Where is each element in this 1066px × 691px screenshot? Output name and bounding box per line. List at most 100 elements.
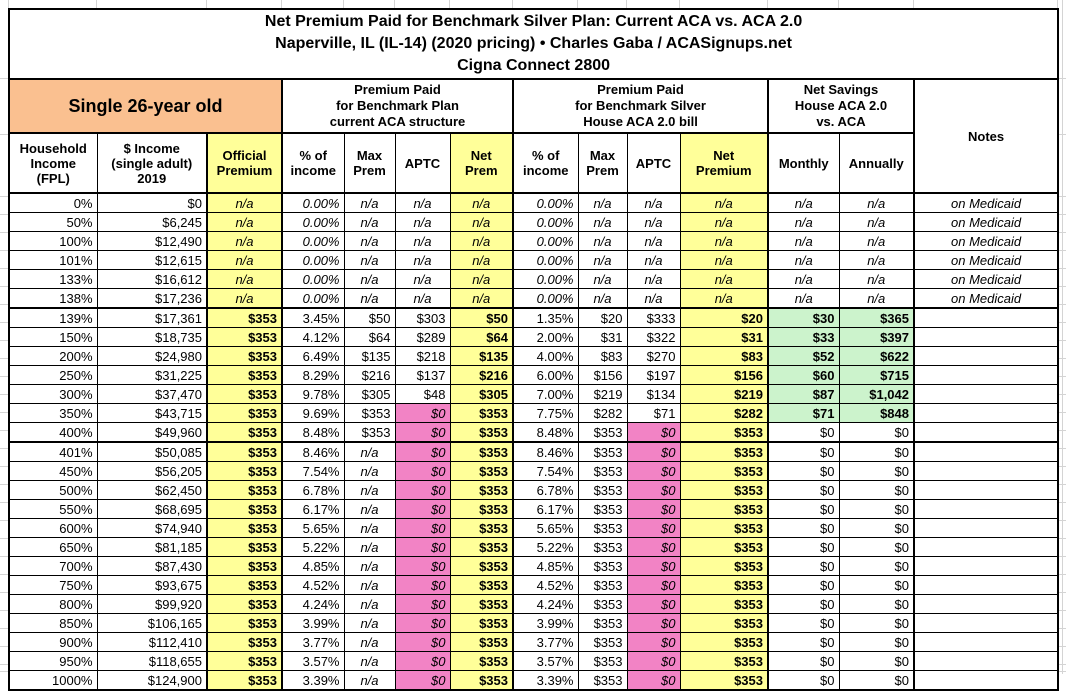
cell-max-prem-aca20[interactable]: n/a	[577, 231, 628, 251]
cell-aptc-aca[interactable]: $0	[394, 594, 451, 614]
cell-savings-monthly[interactable]: $0	[767, 461, 840, 481]
cell-income[interactable]: $12,615	[96, 250, 208, 270]
column-header-income[interactable]: $ Income (single adult) 2019	[96, 132, 208, 194]
cell-savings-monthly[interactable]: $0	[767, 651, 840, 671]
cell-official-premium[interactable]: $353	[206, 499, 283, 519]
cell-pct-income-aca[interactable]: 0.00%	[281, 212, 345, 232]
cell-savings-annually[interactable]: n/a	[838, 269, 915, 289]
cell-aptc-aca20[interactable]: $0	[626, 613, 681, 633]
cell-savings-monthly[interactable]: $0	[767, 575, 840, 595]
cell-savings-annually[interactable]: $0	[838, 632, 915, 652]
cell-fpl[interactable]: 900%	[8, 632, 98, 652]
cell-max-prem-aca20[interactable]: n/a	[577, 250, 628, 270]
cell-savings-monthly[interactable]: $52	[767, 346, 840, 366]
cell-aptc-aca[interactable]: $0	[394, 480, 451, 500]
cell-aptc-aca[interactable]: $0	[394, 575, 451, 595]
cell-income[interactable]: $50,085	[96, 441, 208, 462]
cell-net-prem-aca[interactable]: n/a	[449, 269, 514, 289]
cell-net-premium-aca20[interactable]: $353	[679, 556, 769, 576]
cell-pct-income-aca20[interactable]: 8.48%	[512, 422, 579, 443]
cell-max-prem-aca20[interactable]: $20	[577, 307, 628, 328]
cell-fpl[interactable]: 133%	[8, 269, 98, 289]
cell-savings-annually[interactable]: n/a	[838, 288, 915, 309]
cell-aptc-aca20[interactable]: $0	[626, 518, 681, 538]
cell-notes[interactable]	[912, 441, 1059, 462]
cell-savings-monthly[interactable]: n/a	[767, 269, 840, 289]
column-header-max-prem-aca20[interactable]: Max Prem	[577, 132, 628, 194]
cell-savings-annually[interactable]: $1,042	[838, 384, 915, 404]
cell-official-premium[interactable]: $353	[206, 422, 283, 443]
cell-max-prem-aca20[interactable]: $353	[577, 537, 628, 557]
cell-savings-monthly[interactable]: $87	[767, 384, 840, 404]
cell-aptc-aca20[interactable]: $197	[626, 365, 681, 385]
cell-fpl[interactable]: 700%	[8, 556, 98, 576]
cell-aptc-aca[interactable]: $0	[394, 518, 451, 538]
cell-max-prem-aca20[interactable]: $353	[577, 651, 628, 671]
cell-savings-annually[interactable]: $0	[838, 670, 915, 691]
cell-savings-annually[interactable]: $397	[838, 327, 915, 347]
cell-max-prem-aca20[interactable]: $219	[577, 384, 628, 404]
cell-savings-monthly[interactable]: n/a	[767, 192, 840, 213]
cell-net-prem-aca[interactable]: $353	[449, 480, 514, 500]
cell-max-prem-aca[interactable]: n/a	[343, 537, 396, 557]
cell-official-premium[interactable]: $353	[206, 651, 283, 671]
cell-notes[interactable]	[912, 307, 1059, 328]
cell-aptc-aca[interactable]: $0	[394, 670, 451, 691]
cell-max-prem-aca20[interactable]: $31	[577, 327, 628, 347]
cell-pct-income-aca20[interactable]: 7.54%	[512, 461, 579, 481]
cell-income[interactable]: $56,205	[96, 461, 208, 481]
cell-max-prem-aca[interactable]: n/a	[343, 518, 396, 538]
cell-net-prem-aca[interactable]: $353	[449, 670, 514, 691]
cell-net-premium-aca20[interactable]: $31	[679, 327, 769, 347]
cell-pct-income-aca[interactable]: 3.77%	[281, 632, 345, 652]
cell-pct-income-aca20[interactable]: 0.00%	[512, 231, 579, 251]
cell-pct-income-aca[interactable]: 6.49%	[281, 346, 345, 366]
cell-savings-annually[interactable]: $622	[838, 346, 915, 366]
cell-aptc-aca20[interactable]: $0	[626, 651, 681, 671]
cell-income[interactable]: $0	[96, 192, 208, 213]
cell-notes[interactable]	[912, 556, 1059, 576]
cell-savings-monthly[interactable]: $0	[767, 518, 840, 538]
cell-notes[interactable]: on Medicaid	[912, 288, 1059, 309]
cell-savings-monthly[interactable]: $0	[767, 632, 840, 652]
cell-official-premium[interactable]: $353	[206, 346, 283, 366]
cell-income[interactable]: $43,715	[96, 403, 208, 423]
cell-aptc-aca20[interactable]: $0	[626, 480, 681, 500]
cell-max-prem-aca[interactable]: n/a	[343, 231, 396, 251]
cell-income[interactable]: $74,940	[96, 518, 208, 538]
cell-max-prem-aca[interactable]: n/a	[343, 250, 396, 270]
subject-header-cell[interactable]: Single 26-year old	[8, 78, 283, 134]
cell-aptc-aca20[interactable]: $0	[626, 632, 681, 652]
cell-income[interactable]: $49,960	[96, 422, 208, 443]
cell-savings-annually[interactable]: $848	[838, 403, 915, 423]
cell-official-premium[interactable]: $353	[206, 307, 283, 328]
cell-net-premium-aca20[interactable]: $353	[679, 575, 769, 595]
cell-notes[interactable]	[912, 403, 1059, 423]
cell-pct-income-aca[interactable]: 9.78%	[281, 384, 345, 404]
cell-net-premium-aca20[interactable]: $353	[679, 422, 769, 443]
cell-income[interactable]: $17,361	[96, 307, 208, 328]
cell-pct-income-aca[interactable]: 3.39%	[281, 670, 345, 691]
cell-notes[interactable]: on Medicaid	[912, 212, 1059, 232]
cell-fpl[interactable]: 0%	[8, 192, 98, 213]
cell-max-prem-aca20[interactable]: $83	[577, 346, 628, 366]
cell-income[interactable]: $31,225	[96, 365, 208, 385]
cell-net-prem-aca[interactable]: n/a	[449, 288, 514, 309]
cell-aptc-aca[interactable]: n/a	[394, 231, 451, 251]
cell-net-prem-aca[interactable]: n/a	[449, 250, 514, 270]
cell-income[interactable]: $87,430	[96, 556, 208, 576]
cell-max-prem-aca20[interactable]: $353	[577, 575, 628, 595]
cell-fpl[interactable]: 150%	[8, 327, 98, 347]
cell-pct-income-aca20[interactable]: 7.00%	[512, 384, 579, 404]
cell-savings-monthly[interactable]: $0	[767, 499, 840, 519]
cell-official-premium[interactable]: $353	[206, 384, 283, 404]
cell-pct-income-aca20[interactable]: 3.77%	[512, 632, 579, 652]
cell-aptc-aca[interactable]: n/a	[394, 192, 451, 213]
column-header-aptc-aca[interactable]: APTC	[394, 132, 451, 194]
cell-max-prem-aca[interactable]: n/a	[343, 441, 396, 462]
cell-official-premium[interactable]: n/a	[206, 192, 283, 213]
cell-savings-monthly[interactable]: n/a	[767, 212, 840, 232]
cell-fpl[interactable]: 450%	[8, 461, 98, 481]
cell-savings-annually[interactable]: n/a	[838, 250, 915, 270]
cell-max-prem-aca[interactable]: $135	[343, 346, 396, 366]
